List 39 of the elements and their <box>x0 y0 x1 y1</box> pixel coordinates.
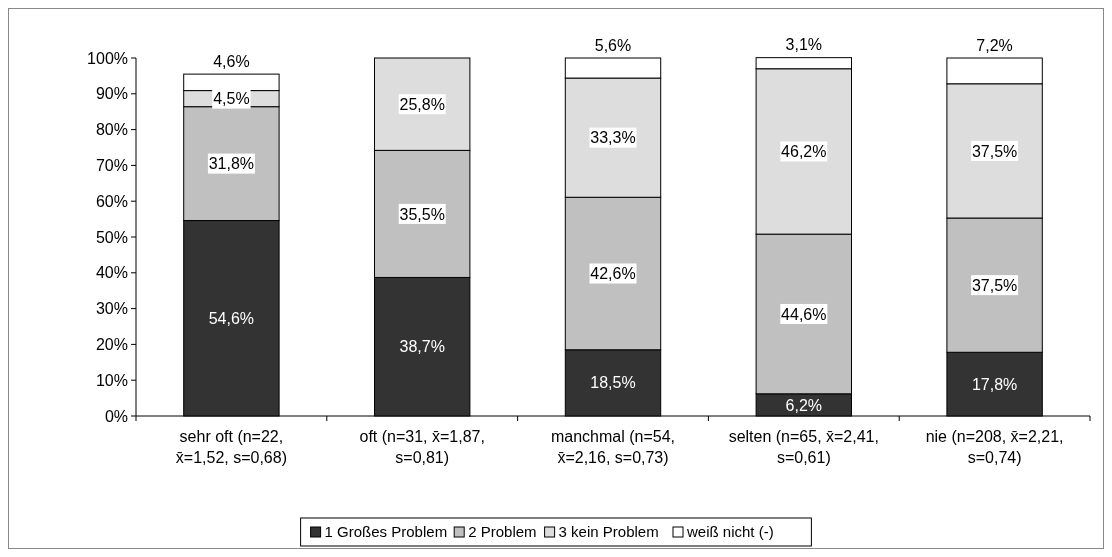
y-tick-label: 40% <box>95 264 128 282</box>
data-label: 42,6% <box>590 265 636 283</box>
data-label: 46,2% <box>781 143 827 161</box>
data-label: 18,5% <box>590 374 636 392</box>
x-tick-label: selten (n=65, x̄=2,41, s=0,61) <box>728 428 879 466</box>
data-label: 35,5% <box>399 205 445 223</box>
data-label: 7,2% <box>976 36 1013 54</box>
y-tick-label: 30% <box>95 300 128 318</box>
data-label: 4,5% <box>213 90 250 108</box>
data-label: 37,5% <box>971 142 1018 160</box>
data-label: 44,6% <box>781 305 827 323</box>
y-tick-label: 20% <box>95 336 128 353</box>
data-label: 54,6% <box>208 309 255 327</box>
legend-label: 3 kein Problem <box>558 523 659 541</box>
y-tick-label: 70% <box>95 157 128 174</box>
legend-label: 1 Großes Problem <box>324 523 448 541</box>
y-tick-label: 100% <box>87 49 128 67</box>
data-label: 17,8% <box>971 375 1018 393</box>
y-tick-label: 10% <box>95 371 128 389</box>
data-label: 4,6% <box>213 52 250 70</box>
data-label: 25,8% <box>399 95 445 113</box>
data-label: 6,2% <box>785 396 823 414</box>
data-label: 37,5% <box>971 276 1018 294</box>
y-tick-label: 60% <box>95 192 128 210</box>
data-label: 3,1% <box>785 36 823 54</box>
legend-label: 2 Problem <box>468 523 537 541</box>
data-label: 5,6% <box>594 36 632 54</box>
data-label: 31,8% <box>208 155 255 173</box>
y-tick-label: 80% <box>95 121 128 139</box>
data-label: 33,3% <box>590 129 636 147</box>
legend-label: weiß nicht (-) <box>686 523 774 541</box>
x-tick-label: manchmal (n=54, x̄=2,16, s=0,73) <box>550 428 676 466</box>
x-tick-label: oft (n=31, x̄=1,87, s=0,81) <box>359 428 485 466</box>
data-label: 38,7% <box>399 338 445 356</box>
x-tick-label: nie (n=208, x̄=2,21, s=0,74) <box>925 428 1064 466</box>
x-tick-label: sehr oft (n=22, x̄=1,52, s=0,68) <box>175 428 287 466</box>
y-tick-label: 0% <box>104 407 128 425</box>
y-tick-label: 90% <box>95 85 128 103</box>
y-tick-label: 50% <box>95 228 128 246</box>
